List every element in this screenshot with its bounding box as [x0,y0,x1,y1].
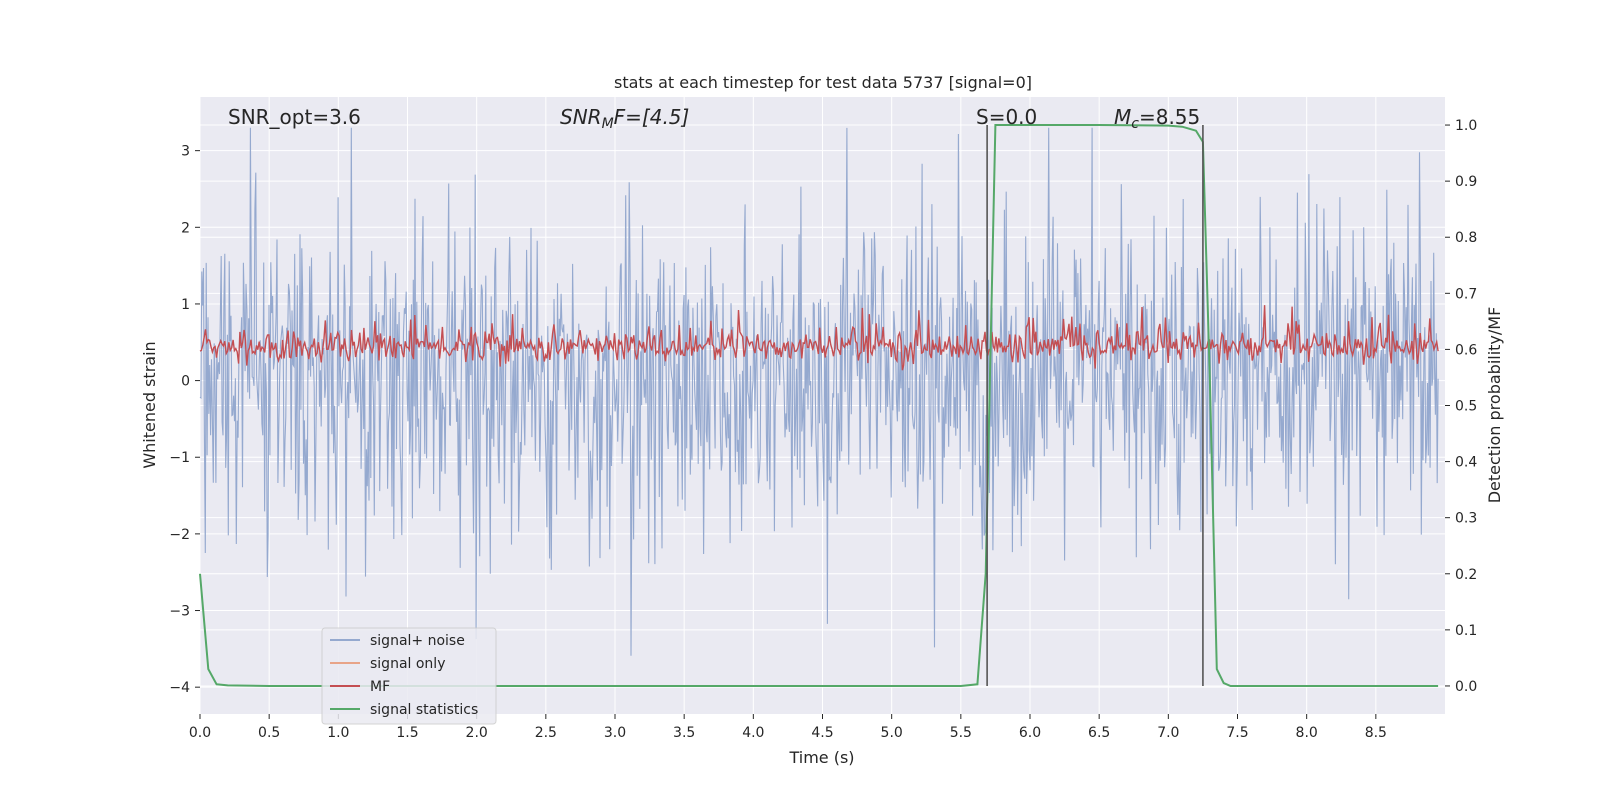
y-right-tick-label-1: 0.1 [1455,623,1477,639]
annotation-snr-mf-sub: M [602,116,614,132]
vertical-markers [986,125,1204,686]
x-axis-ticks: 0.0 0.5 1.0 1.5 2.0 2.5 3.0 3.5 4.0 4.5 5.0 5.5 6.0 6… [189,714,1387,741]
x-tick-label-9: 4.5 [811,725,833,741]
y-left-tick-label-4: 0 [181,374,190,390]
y-right-tick-label-6: 0.6 [1455,342,1477,358]
chart-title: stats at each timestep for test data 573… [614,73,1032,92]
y-left-tick-label-5: 1 [181,297,190,313]
y-right-tick-label-9: 0.9 [1455,174,1477,190]
x-tick-label-14: 7.0 [1157,725,1179,741]
annotation-snr-mf-prefix: SNR [560,105,602,129]
series-signal-noise [199,127,1439,656]
y-right-axis-label: Detection probability/MF [1485,307,1504,504]
x-tick-label-15: 7.5 [1226,725,1248,741]
y-right-tick-label-0: 0.0 [1455,679,1477,695]
y-right-tick-label-4: 0.4 [1455,455,1477,471]
annotation-mc-sub: c [1131,116,1139,132]
legend-label-signal-noise: signal+ noise [370,633,465,649]
y-left-axis-ticks: −4 −3 −2 −1 0 1 2 3 [169,144,200,696]
x-tick-label-7: 3.5 [673,725,695,741]
annotation-snr-mf-suffix: F=[4.5] [614,105,690,129]
y-left-tick-label-2: −2 [169,527,190,543]
line-signal-noise [199,127,1439,656]
y-right-tick-label-3: 0.3 [1455,511,1477,527]
y-left-tick-label-6: 2 [181,220,190,236]
x-tick-label-5: 2.5 [535,725,557,741]
y-left-axis-label: Whitened strain [140,341,159,468]
x-tick-label-6: 3.0 [604,725,626,741]
y-left-tick-label-7: 3 [181,144,190,160]
annotation-snr-opt: SNR_opt=3.6 [228,105,361,129]
series-mf [199,305,1439,371]
y-right-tick-label-2: 0.2 [1455,567,1477,583]
x-tick-label-1: 0.5 [258,725,280,741]
x-tick-label-2: 1.0 [327,725,349,741]
y-right-tick-label-5: 0.5 [1455,399,1477,415]
annotation-s: S=0.0 [976,105,1037,129]
y-left-tick-label-0: −4 [169,680,190,696]
x-tick-label-17: 8.5 [1365,725,1387,741]
y-left-tick-label-1: −3 [169,604,190,620]
x-tick-label-16: 8.0 [1296,725,1318,741]
legend-label-signal-statistics: signal statistics [370,702,478,718]
x-tick-label-3: 1.5 [396,725,418,741]
x-tick-label-4: 2.0 [466,725,488,741]
line-signal-statistics [199,124,1439,687]
annotation-snr-mf: SNRMF=[4.5] [560,105,689,132]
annotation-mc-suffix: =8.55 [1139,105,1200,129]
annotation-mc-prefix: M [1114,105,1131,129]
series-signal-statistics [199,124,1439,687]
x-axis-label: Time (s) [788,748,854,767]
legend-box [321,627,497,725]
legend-label-signal-only: signal only [370,656,445,672]
legend-label-mf: MF [370,679,390,695]
y-right-tick-label-7: 0.7 [1455,286,1477,302]
legend: signal+ noise signal only MF signal stat… [321,627,497,725]
x-tick-label-12: 6.0 [1019,725,1041,741]
line-mf [199,305,1439,371]
y-left-tick-label-3: −1 [169,450,190,466]
x-tick-label-0: 0.0 [189,725,211,741]
y-right-tick-label-10: 1.0 [1455,118,1477,134]
annotation-mc: Mc=8.55 [1114,105,1200,132]
x-tick-label-8: 4.0 [742,725,764,741]
x-tick-label-11: 5.5 [950,725,972,741]
y-right-tick-label-8: 0.8 [1455,230,1477,246]
x-tick-label-10: 5.0 [881,725,903,741]
y-right-axis-ticks: 0.0 0.1 0.2 0.3 0.4 0.5 0.6 0.7 0.8 0.9 1.0 [1445,118,1477,695]
x-tick-label-13: 6.5 [1088,725,1110,741]
